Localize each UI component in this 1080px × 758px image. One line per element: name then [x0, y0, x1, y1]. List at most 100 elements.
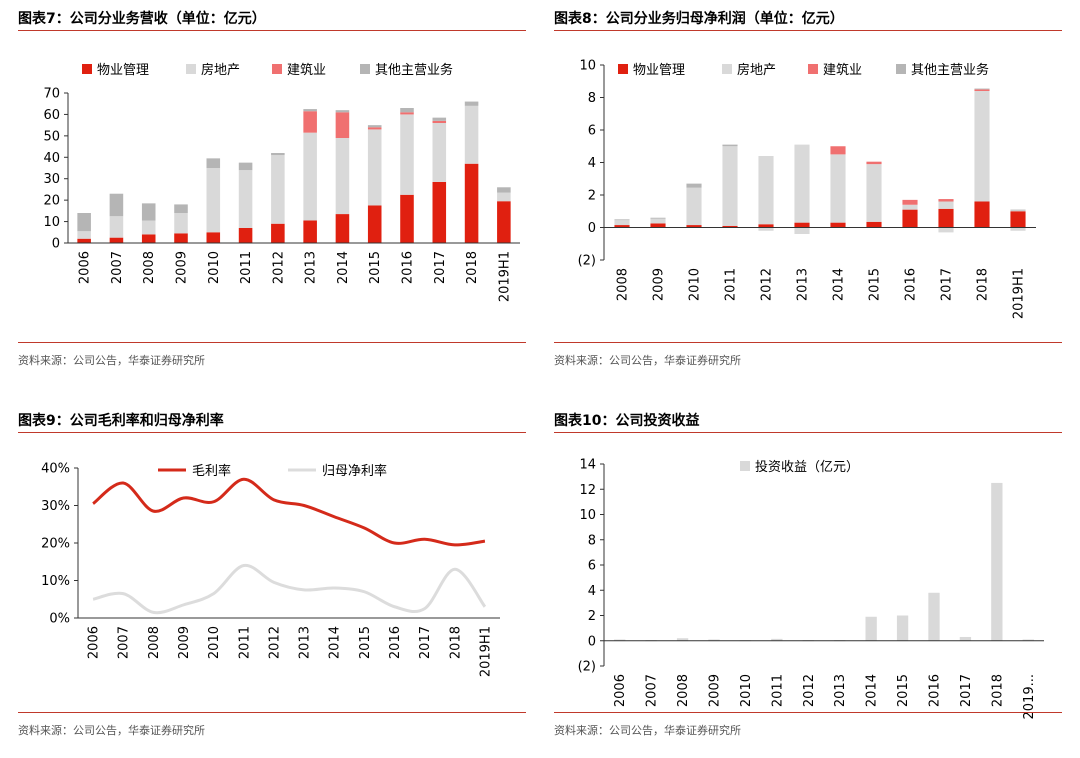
- legend-label: 毛利率: [192, 463, 231, 479]
- bar-segment: [974, 88, 990, 90]
- x-tick-label: 2014: [328, 626, 343, 659]
- x-tick-label: 2013: [298, 626, 313, 659]
- bar-segment: [400, 112, 414, 115]
- bar-segment: [335, 138, 350, 215]
- y-tick-label: 12: [579, 483, 596, 498]
- y-tick-label: 20: [43, 194, 60, 209]
- x-tick-label: 2010: [207, 251, 222, 284]
- bar-segment: [686, 225, 702, 228]
- y-tick-label: 6: [588, 124, 596, 139]
- legend-label: 房地产: [201, 62, 240, 78]
- bar-segment: [902, 199, 918, 205]
- x-tick-label: 2012: [267, 626, 282, 659]
- bar-segment: [1010, 210, 1026, 212]
- bar-segment: [271, 153, 285, 156]
- bar-segment: [974, 89, 990, 91]
- y-tick-label: 2: [588, 189, 596, 204]
- x-tick-label: 2008: [142, 251, 157, 284]
- footer-rule: [554, 712, 1062, 713]
- y-tick-label: 14: [579, 458, 596, 473]
- bar-segment: [238, 170, 253, 228]
- legend-label: 其他主营业务: [375, 62, 453, 78]
- chart-title: 图表9：公司毛利率和归母净利率: [18, 413, 224, 429]
- x-tick-label: 2019H1: [478, 626, 493, 677]
- bar-segment: [77, 238, 91, 243]
- margins-chart: 0% 10% 20% 30% 40% 毛利率 归母净利率 2006 2007 2008 2009 20…: [41, 462, 500, 677]
- legend-swatch: [82, 64, 92, 74]
- x-tick-label: 2018: [990, 674, 1005, 707]
- bar-segment: [758, 156, 774, 225]
- bar-segment: [432, 123, 447, 182]
- bar-segment: [367, 205, 382, 243]
- y-tick-label: 40: [43, 151, 60, 166]
- y-tick-label: 10: [579, 59, 596, 74]
- x-tick-label: 2010: [688, 268, 703, 301]
- bar-segment: [335, 110, 350, 113]
- legend-swatch: [740, 461, 750, 471]
- bar-segment: [794, 222, 810, 228]
- x-tick-label: 2012: [802, 674, 817, 707]
- x-tick-label: 2010: [207, 626, 222, 659]
- bar-segment: [830, 222, 846, 228]
- bar-segment: [303, 132, 317, 221]
- legend-label: 物业管理: [97, 63, 149, 78]
- x-tick-label: 2014: [832, 268, 847, 301]
- bar-segment: [794, 144, 810, 223]
- x-tick-label: 2009: [175, 251, 190, 284]
- legend-swatch: [272, 64, 282, 74]
- legend-label: 建筑业: [823, 62, 862, 78]
- bar-segment: [77, 231, 91, 239]
- bar-segment: [432, 181, 447, 243]
- source-note: 资料来源：公司公告，华泰证券研究所: [554, 724, 741, 737]
- bar-segment: [974, 91, 990, 202]
- source-note: 资料来源：公司公告，华泰证券研究所: [18, 354, 205, 367]
- bar-segment: [400, 108, 414, 113]
- chart-title: 图表7：公司分业务营收（单位：亿元）: [18, 11, 266, 27]
- x-tick-label: 2016: [401, 251, 416, 284]
- bar-segment: [614, 225, 630, 228]
- x-tick-label: 2006: [78, 251, 93, 284]
- revenue-chart: 物业管理 房地产 建筑业 其他主营业务 0 10 20 30 40 50 60 70 2006 2007 2…: [43, 62, 520, 302]
- bar-segment: [1010, 209, 1026, 211]
- legend-label: 其他主营业务: [911, 62, 989, 78]
- chart-title: 图表10：公司投资收益: [554, 413, 700, 429]
- x-tick-label: 2016: [928, 674, 943, 707]
- bar-segment: [1010, 211, 1026, 228]
- bar-segment: [866, 161, 882, 165]
- bar-segment: [206, 168, 221, 233]
- title-rule: [18, 432, 526, 433]
- bar-segment: [174, 233, 188, 243]
- y-tick-label: (2): [578, 254, 596, 269]
- bar-segment: [400, 114, 414, 195]
- bar-segment: [722, 144, 738, 147]
- bar-segment: [141, 203, 156, 221]
- bar-segment-negative: [938, 227, 954, 233]
- x-tick-label: 2017: [959, 674, 974, 707]
- x-tick-label: 2006: [87, 626, 102, 659]
- bar-segment: [367, 129, 382, 206]
- x-tick-label: 2009: [652, 268, 667, 301]
- bar-segment: [335, 112, 350, 138]
- x-tick-label: 2015: [368, 251, 383, 284]
- bar: [614, 639, 626, 641]
- net-profit-chart: 物业管理 房地产 建筑业 其他主营业务 (2) 0 2 4 6 8 10 2008 2009 2010 20…: [578, 59, 1036, 319]
- bar-segment-negative: [1010, 227, 1026, 231]
- legend-label: 物业管理: [633, 63, 685, 78]
- bar-segment: [109, 216, 124, 238]
- x-tick-label: 2008: [616, 268, 631, 301]
- bar-segment: [902, 209, 918, 228]
- source-note: 资料来源：公司公告，华泰证券研究所: [18, 724, 205, 737]
- y-tick-label: 20%: [41, 537, 70, 552]
- bar-segment-negative: [794, 227, 810, 234]
- y-tick-label: 60: [43, 108, 60, 123]
- bar-segment: [238, 162, 253, 171]
- legend-label: 房地产: [737, 62, 776, 78]
- bar-segment: [303, 109, 317, 112]
- bar-segment: [938, 201, 954, 209]
- bar-segment: [758, 224, 774, 228]
- bar-segment: [271, 155, 285, 224]
- bar-segment: [174, 204, 188, 213]
- series-line: [92, 477, 486, 547]
- x-tick-label: 2016: [904, 268, 919, 301]
- legend-label: 投资收益（亿元）: [755, 459, 859, 475]
